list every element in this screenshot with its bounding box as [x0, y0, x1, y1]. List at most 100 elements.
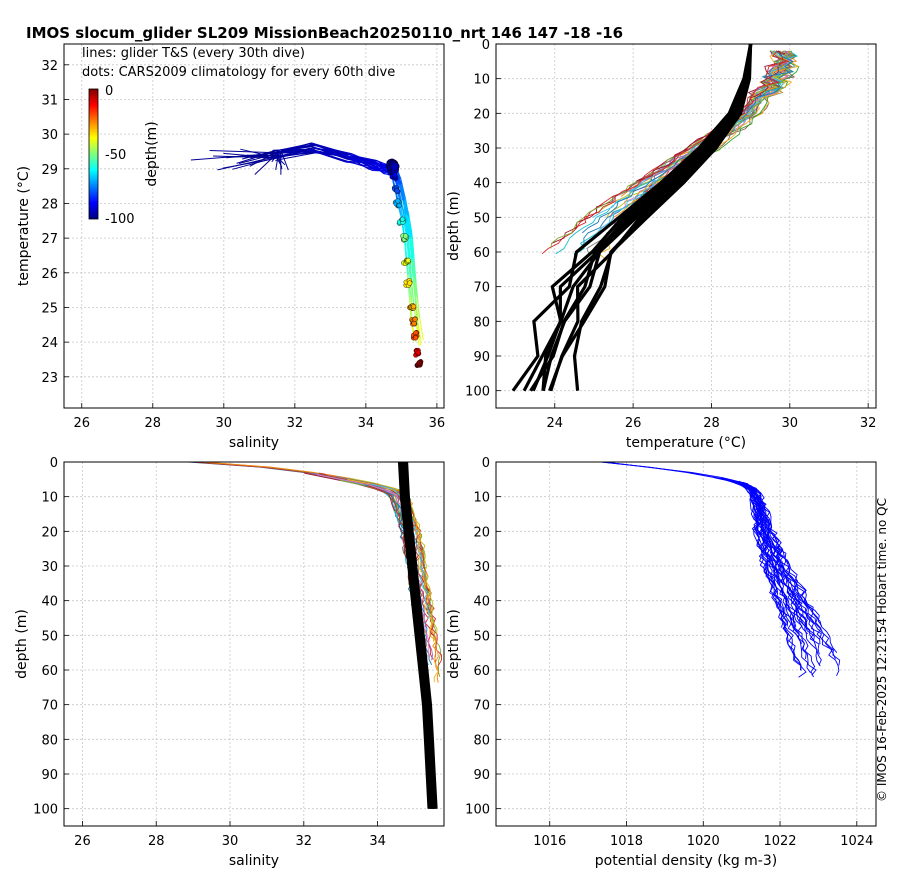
- sal-xtick-label: 30: [222, 834, 239, 849]
- temp-ytick-label: 20: [473, 107, 490, 122]
- ts-glider-segment: [404, 220, 409, 235]
- dens-glider-line: [738, 480, 838, 653]
- dens-glider-line: [744, 483, 816, 625]
- ts-climatology-dot: [415, 350, 421, 356]
- dens-ytick-label: 50: [473, 629, 490, 644]
- ts-ylabel: temperature (°C): [16, 166, 32, 286]
- colorbar-label: depth(m): [144, 121, 160, 186]
- ts-annotation-lines: lines: glider T&S (every 30th dive): [82, 46, 305, 61]
- sal-glider-line: [201, 461, 434, 624]
- ts-climatology-dot: [403, 233, 409, 239]
- dens-glider-line: [727, 480, 811, 674]
- temp-ytick-label: 30: [473, 142, 490, 157]
- sal-xtick-label: 34: [369, 834, 386, 849]
- ts-xtick-label: 26: [73, 416, 90, 431]
- ts-glider-segment: [409, 238, 413, 260]
- temp-glider-line: [555, 50, 788, 255]
- ts-glider-segment: [238, 152, 280, 164]
- dens-ytick-label: 30: [473, 560, 490, 575]
- ts-xtick-label: 36: [429, 416, 446, 431]
- ts-glider-segment: [368, 165, 383, 173]
- ts-climatology-dot: [392, 172, 398, 178]
- ts-glider-segment: [343, 160, 369, 167]
- dens-xtick-label: 1024: [840, 834, 873, 849]
- temp-glider-line: [632, 50, 790, 202]
- ts-climatology-dot: [394, 188, 400, 194]
- ts-ytick-label: 23: [41, 371, 58, 386]
- depth-colorbar: 0 -50 -100 depth(m): [88, 84, 160, 227]
- ts-xlabel: salinity: [229, 435, 279, 451]
- ts-climatology-dot: [411, 303, 417, 310]
- temp-ytick-label: 70: [473, 281, 490, 296]
- dens-glider-line: [742, 483, 809, 620]
- dens-axes-box: [495, 461, 877, 827]
- dens-ytick-label: 60: [473, 664, 490, 679]
- dens-ytick-label: 100: [465, 803, 490, 818]
- temp-axes-box: [495, 43, 877, 409]
- sal-ytick-label: 90: [41, 768, 58, 783]
- ts-glider-segment: [415, 281, 418, 297]
- ts-glider-segment: [273, 149, 310, 160]
- temp-xtick-label: 32: [860, 416, 877, 431]
- ts-climatology-dot: [412, 316, 418, 322]
- ts-ytick-label: 24: [41, 336, 58, 351]
- ts-climatology-dot: [405, 257, 411, 264]
- ts-glider-segment: [309, 147, 346, 162]
- ts-glider-segment: [236, 150, 278, 164]
- ts-glider-segment: [397, 176, 403, 185]
- ts-annotations: lines: glider T&S (every 30th dive) dots…: [82, 46, 395, 80]
- ts-climatology-dot: [407, 280, 413, 286]
- ts-glider-segment: [279, 152, 316, 160]
- ts-glider-segment: [399, 185, 405, 204]
- ts-climatology-dot: [400, 216, 406, 222]
- dens-ytick-label: 40: [473, 595, 490, 610]
- ts-glider-segment: [312, 142, 349, 155]
- dens-ytick-label: 80: [473, 733, 490, 748]
- temp-ytick-label: 60: [473, 246, 490, 261]
- ts-glider-segment: [411, 238, 415, 260]
- temp-glider-line: [541, 50, 792, 255]
- ts-glider-segment: [416, 305, 419, 325]
- ts-glider-segment: [411, 284, 415, 305]
- ts-climatology-dot: [416, 360, 422, 366]
- colorbar-gradient: [88, 88, 99, 220]
- ts-glider-segment: [209, 150, 277, 154]
- ts-ytick-label: 26: [41, 267, 58, 282]
- ts-glider-segment: [272, 149, 283, 168]
- colorbar-tick-minus100: -100: [105, 212, 135, 227]
- temperature-profile-panel: 24 26 28 30 32 0 10 20 30 40 50 60 70 80 90 100 temperat…: [446, 38, 877, 451]
- dens-ytick-label: 0: [482, 456, 490, 471]
- ts-xtick-label: 30: [216, 416, 233, 431]
- sal-xtick-label: 32: [296, 834, 313, 849]
- ts-glider-segment: [414, 278, 417, 296]
- temp-glider-line: [574, 50, 790, 229]
- ts-ytick-label: 31: [41, 93, 58, 108]
- ts-climatology-dot: [413, 335, 419, 341]
- ts-climatology-dot: [390, 162, 399, 171]
- colorbar-tick-0: 0: [105, 84, 113, 99]
- ts-glider-segment: [411, 259, 414, 277]
- sal-xlabel: salinity: [229, 853, 279, 869]
- sal-xtick-label: 28: [148, 834, 165, 849]
- ts-ytick-label: 30: [41, 128, 58, 143]
- temp-ylabel: depth (m): [446, 191, 462, 261]
- ts-ytick-label: 28: [41, 197, 58, 212]
- ts-glider-segment: [408, 217, 413, 239]
- ts-glider-segment: [279, 159, 286, 166]
- sal-ytick-label: 10: [41, 491, 58, 506]
- ts-ytick-label: 29: [41, 163, 58, 178]
- ts-climatology-dot: [395, 198, 401, 204]
- ts-glider-segment: [407, 234, 411, 262]
- dens-ytick-label: 20: [473, 525, 490, 540]
- dens-xtick-label: 1020: [687, 834, 720, 849]
- temp-xtick-label: 30: [782, 416, 799, 431]
- temp-glider-line: [624, 50, 792, 207]
- ts-glider-segment: [412, 276, 416, 296]
- temp-glider-line: [637, 50, 784, 182]
- density-profile-panel: 1016 1018 1020 1022 102401020304050607080901…: [446, 456, 877, 869]
- ts-climatology-dot: [411, 320, 417, 327]
- ts-axes-box: [63, 43, 445, 409]
- figure-title: IMOS slocum_glider SL209 MissionBeach202…: [26, 24, 623, 42]
- ts-glider-segment: [222, 158, 274, 169]
- ts-xtick-label: 34: [358, 416, 375, 431]
